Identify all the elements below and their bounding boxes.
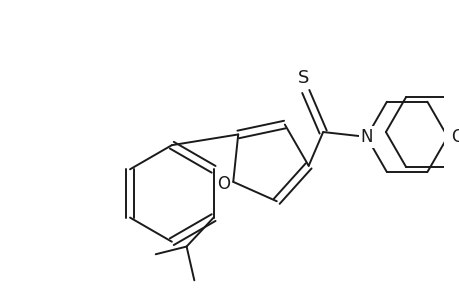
Text: N: N: [359, 128, 372, 146]
Text: O: O: [450, 128, 459, 146]
Text: O: O: [217, 175, 230, 193]
Text: S: S: [297, 69, 309, 87]
Text: N: N: [359, 128, 372, 146]
